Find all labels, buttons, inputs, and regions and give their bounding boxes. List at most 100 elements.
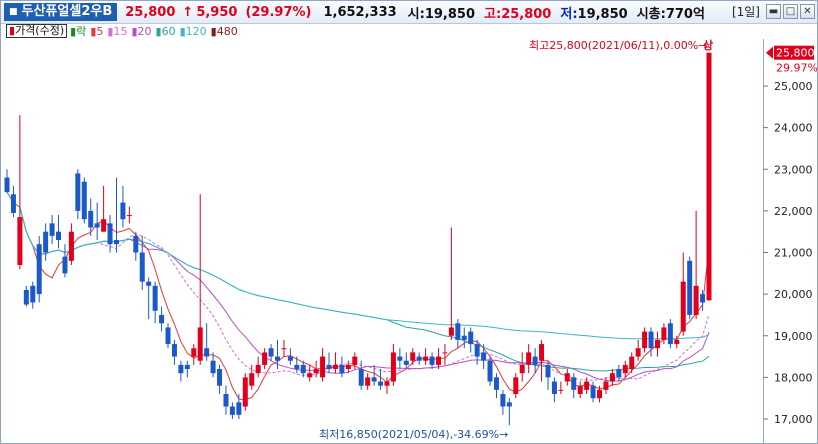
candle [539,339,545,382]
candle-body [23,289,29,305]
candle-body [320,356,326,378]
candle-body [126,215,132,217]
candle [68,223,74,265]
close-icon[interactable]: ✕ [800,4,815,19]
candle-body [68,231,74,261]
ma15-line [6,191,710,381]
candle [56,215,62,249]
candle-body [571,377,577,390]
candle [423,348,429,365]
candle-body [358,369,364,386]
candle-body [436,356,442,365]
candle-body [281,348,287,350]
candle-body [204,348,210,357]
candle-body [648,331,654,349]
candle [416,352,422,365]
candle [558,381,564,395]
candle-body [217,369,223,386]
candle [217,364,223,395]
candle-body [687,260,693,315]
candle [674,335,680,349]
marker-icon: ■ [9,7,18,17]
candle [294,356,300,374]
candle-body [268,348,274,357]
legend-item-lock[interactable]: ▮락 [70,25,87,38]
candle-body [294,364,300,370]
legend-price[interactable]: ▮가격(수정) [6,24,68,38]
candle [191,344,197,365]
minimize-icon[interactable]: ▬ [766,4,781,19]
legend-item-ma60[interactable]: ▮60 [155,24,176,38]
candle-body [390,352,396,382]
candle [706,52,712,301]
y-tick-label: 19,000 [774,330,813,343]
candle [403,352,409,370]
candle [378,369,384,390]
ma5-line [6,191,710,401]
candle [448,227,454,340]
y-tick-label: 25,000 [774,80,813,93]
candle-body [287,356,293,361]
candle-body [94,223,100,228]
candle [390,344,396,386]
candle [62,244,68,278]
candle-body [152,285,158,311]
candle [184,360,190,378]
candle [75,169,81,220]
candle [313,360,319,378]
candle [700,289,706,311]
period-selector[interactable]: [1일] [731,5,760,19]
candle-body [429,356,435,365]
legend-item-ma15[interactable]: ▮15 [107,24,128,38]
candle-body [584,381,590,390]
candle [210,352,216,378]
candle [551,377,557,403]
high-annotation: 최고25,800(2021/06/11),0.00%→ [529,39,707,52]
candle [17,115,23,270]
candle [493,373,499,399]
candle [519,352,525,382]
candle-body [667,323,673,345]
candle-body [365,377,371,386]
candle-body [191,348,197,357]
legend-item-ma5[interactable]: ▮5 [90,24,104,38]
candle-body [300,364,306,374]
candle-body [654,339,660,349]
candle-body [17,217,23,265]
legend-item-ma120[interactable]: ▮120 [179,24,207,38]
candle [571,373,577,399]
candle-body [558,389,564,391]
price-change: 5,950 [196,4,238,20]
candle-body [101,219,107,232]
candle [101,185,107,232]
candle [171,339,177,365]
candle-body [403,360,409,365]
y-tick-label: 22,000 [774,205,813,218]
stock-name-tag[interactable]: ■ 두산퓨얼셀2우B [4,3,118,21]
candle-body [616,369,622,378]
candle [693,210,699,320]
candle [255,356,261,378]
open-price: 시:19,850 [407,6,476,22]
candle-body [609,373,615,382]
candle [410,348,416,365]
candle-body [43,231,49,253]
candle [635,339,641,361]
candlestick-chart[interactable]: 17,000 18,000 19,000 20,000 21,000 22,000 23,0… [1,39,817,443]
candle-body [481,352,487,361]
candle [545,360,551,390]
legend-item-ma480[interactable]: ▮480 [210,24,238,38]
candle [204,323,210,361]
candle [584,377,590,395]
candle-body [81,181,87,220]
candle [223,385,229,415]
candle [43,223,49,261]
candle-body [249,373,255,386]
candle [197,194,203,365]
legend-item-ma20[interactable]: ▮20 [131,24,152,38]
candle-body [197,327,203,361]
maximize-icon[interactable]: □ [783,4,798,19]
candle-body [706,52,712,301]
candle-body [120,202,126,220]
candle-body [397,356,403,361]
